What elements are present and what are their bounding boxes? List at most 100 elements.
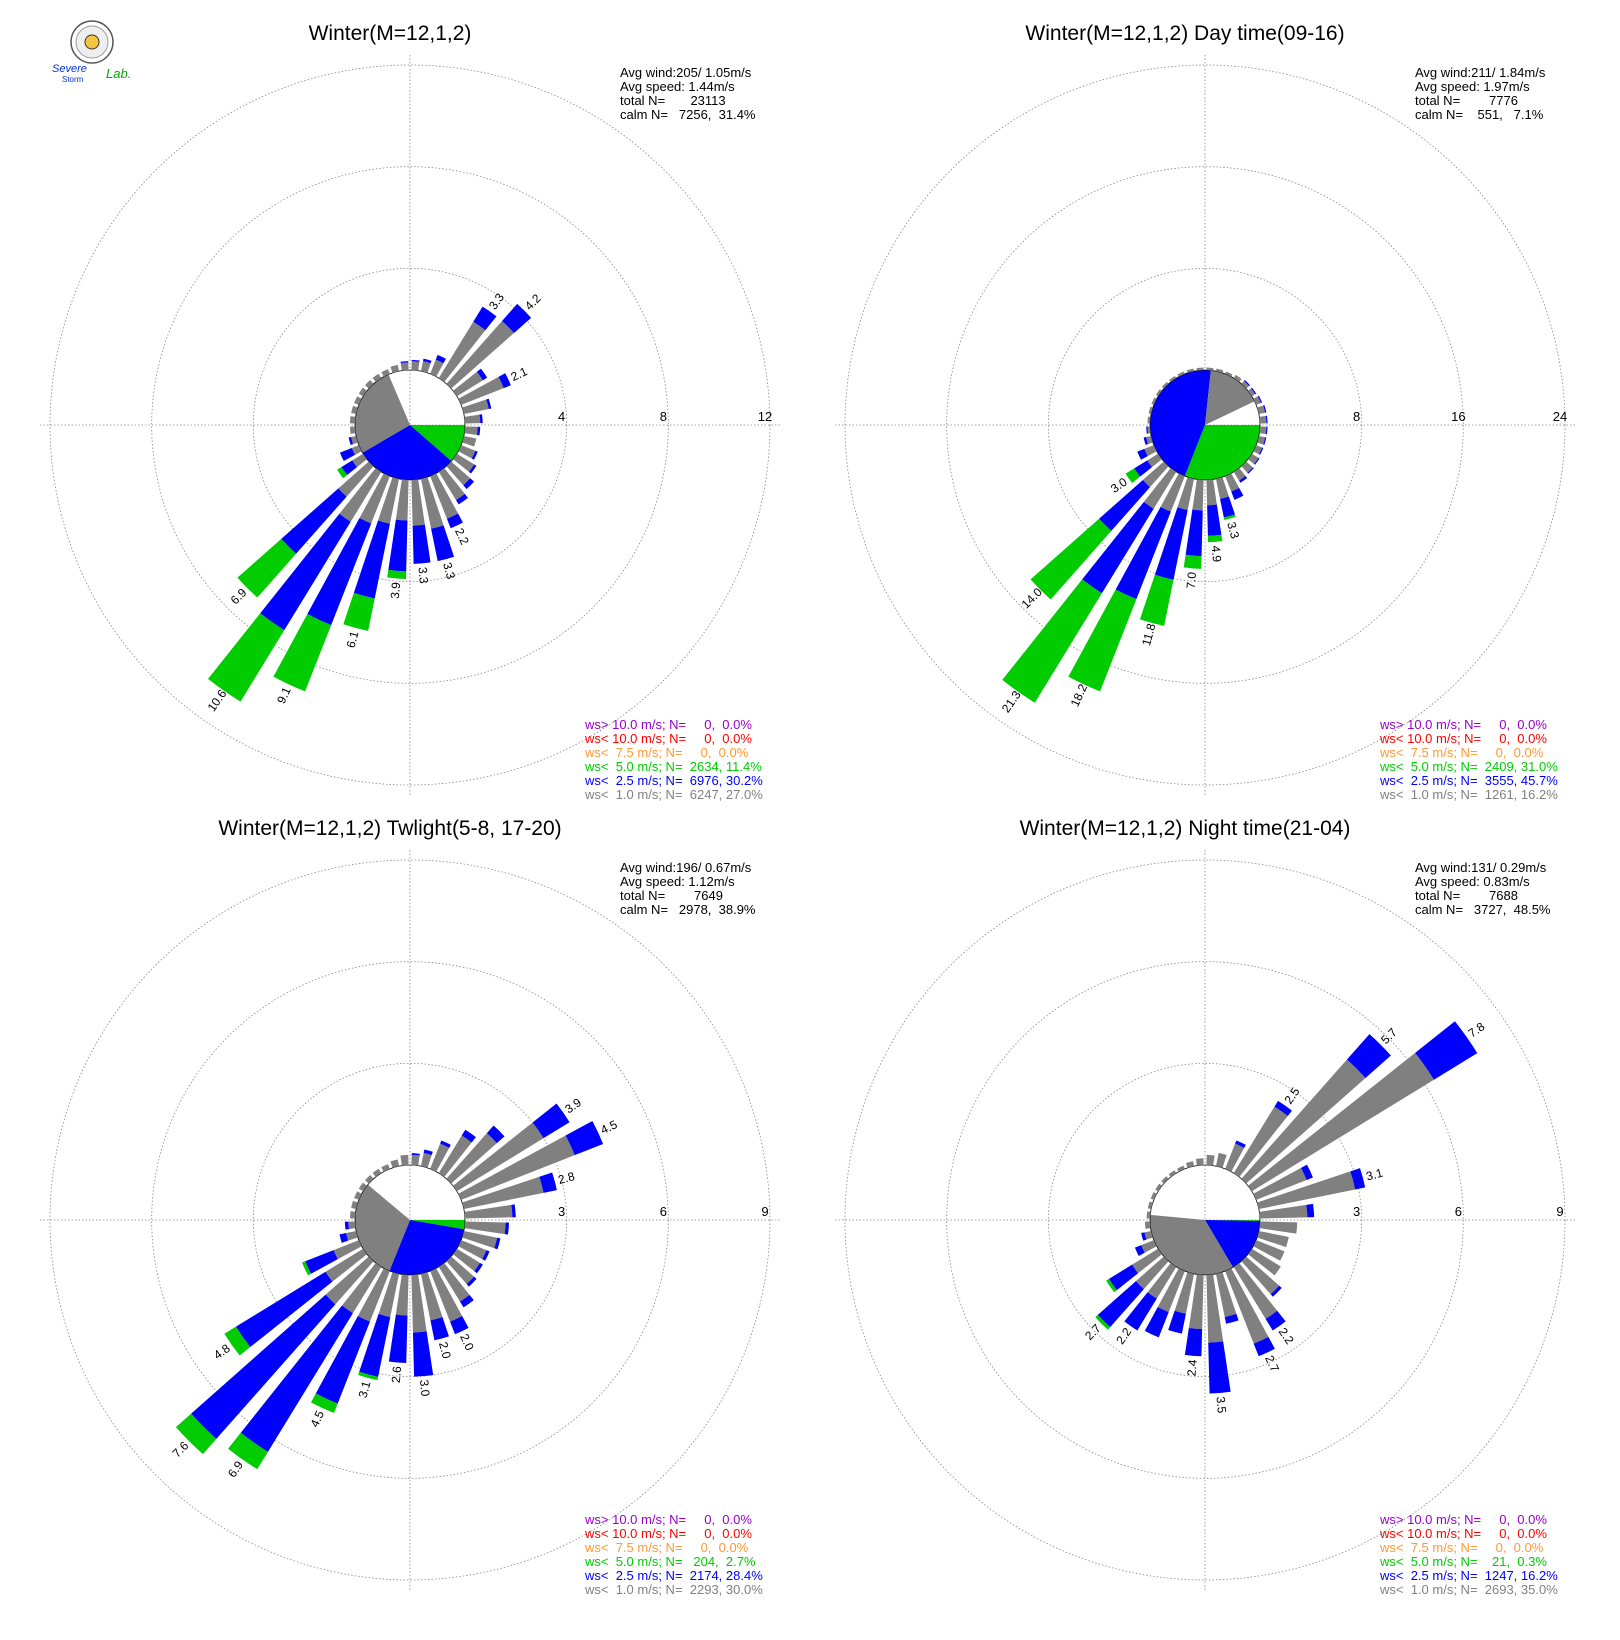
panel-title: Winter(M=12,1,2) [309, 22, 472, 45]
bar-lt25 [388, 1314, 408, 1364]
bar-lt25 [1115, 506, 1171, 600]
bar-lt5 [1095, 1314, 1111, 1330]
bar-lt1 [1206, 367, 1214, 371]
bar-lt1 [453, 1122, 544, 1192]
bar-value-label: 7.8 [1466, 1019, 1488, 1040]
bar-lt1 [351, 1200, 358, 1210]
logo-line1: Severe [52, 63, 87, 75]
bar-lt1 [342, 1263, 382, 1314]
legend-entry: ws< 7.5 m/s; N= 0, 0.0% [584, 1540, 749, 1555]
bar-lt1 [430, 473, 459, 519]
bar-lt25 [411, 1153, 420, 1156]
bar-lt25 [1146, 426, 1149, 434]
bar-lt1 [365, 380, 374, 389]
bar-lt1 [1233, 468, 1246, 481]
bar-lt25 [1141, 1232, 1147, 1241]
bar-value-label: 2.0 [436, 1340, 454, 1360]
bar-lt1 [430, 1268, 463, 1322]
calm-pie-lt1 [1150, 1214, 1233, 1275]
bar-lt5 [1002, 579, 1102, 703]
bar-value-label: 2.7 [1082, 1321, 1104, 1343]
bar-lt25 [446, 513, 463, 529]
bar-lt1 [358, 1182, 367, 1192]
bar-lt1 [1177, 1165, 1185, 1172]
bar-value-label: 2.4 [1184, 1359, 1199, 1377]
bar-lt1 [1248, 453, 1259, 464]
bar-lt1 [1147, 1201, 1153, 1210]
bar-lt1 [395, 479, 409, 521]
bar-value-label: 9.1 [274, 685, 294, 706]
bar-lt1 [1241, 1256, 1280, 1295]
bar-lt1 [411, 1274, 427, 1333]
bar-lt25 [1134, 460, 1153, 477]
grid-ring [49, 859, 771, 1581]
grid-ring [252, 1062, 568, 1378]
bar-lt5 [1030, 518, 1112, 600]
grid-ring [49, 64, 771, 786]
bar-lt25 [191, 1294, 336, 1439]
wind-rose-panel: 8 16 243.34.97.011.818.221.314.03.0Winter(… [835, 22, 1575, 802]
bar-lt1 [1160, 473, 1185, 512]
bar-lt25 [1143, 436, 1149, 445]
bar-lt1 [325, 1256, 374, 1305]
calm-circle [1149, 1164, 1261, 1276]
grid-ring [844, 859, 1566, 1581]
bar-lt5 [224, 1326, 251, 1356]
bar-value-label: 3.9 [388, 581, 403, 599]
legend-entry: ws< 2.5 m/s; N= 1247, 16.2% [1379, 1568, 1558, 1583]
grid-ring [946, 166, 1464, 684]
stats-line: Avg wind:205/ 1.05m/s [620, 65, 752, 80]
bar-value-label: 3.3 [1224, 520, 1242, 540]
bar-value-label: 2.8 [557, 1169, 577, 1187]
bar-lt25 [430, 1317, 449, 1341]
bar-lt1 [1174, 1272, 1195, 1314]
bar-value-label: 2.2 [452, 526, 472, 547]
bar-lt25 [479, 414, 483, 424]
bar-lt1 [1151, 397, 1157, 405]
calm-circle [354, 369, 466, 481]
bar-lt1 [1141, 1240, 1157, 1253]
bar-lt25 [1247, 467, 1254, 474]
wind-rose-panel: 3 6 9 2.5 5.7 7.8 3.1 2.2 2.7 3.5 2.4 2.2 2.7 Winter(… [835, 817, 1575, 1597]
bar-lt1 [354, 1191, 362, 1200]
bar-lt25 [498, 373, 511, 389]
bar-lt25 [235, 1271, 333, 1348]
bar-lt1 [1132, 1248, 1162, 1274]
bar-lt1 [372, 1168, 382, 1177]
bar-lt5 [175, 1413, 217, 1455]
stats-line: total N= 7688 [1415, 888, 1518, 903]
bar-lt1 [420, 477, 444, 529]
bar-value-label: 2.0 [457, 1332, 477, 1353]
bar-value-label: 6.1 [344, 629, 362, 649]
grid-ring [844, 64, 1566, 786]
bar-value-label: 4.5 [307, 1408, 327, 1429]
bar-lt25 [344, 1221, 349, 1230]
stats-line: Avg wind:196/ 0.67m/s [620, 860, 752, 875]
legend-entry: ws< 10.0 m/s; N= 0, 0.0% [1379, 1526, 1547, 1541]
bar-lt25 [1224, 1313, 1239, 1324]
calm-pie-lt5 [410, 425, 465, 462]
ring-label: 12 [758, 409, 772, 424]
bar-lt25 [1263, 405, 1267, 413]
bar-lt25 [476, 426, 481, 436]
bar-lt25 [1346, 1034, 1391, 1079]
bar-lt25 [1184, 1328, 1203, 1357]
bar-lt25 [1208, 1341, 1231, 1394]
legend-entry: ws< 2.5 m/s; N= 3555, 45.7% [1379, 773, 1558, 788]
bar-lt1 [430, 359, 444, 377]
logo-line2: Storm [62, 75, 84, 84]
bar-value-label: 4.5 [598, 1117, 619, 1137]
bar-value-label: 2.2 [1276, 1325, 1297, 1347]
logo-line3: Lab. [106, 66, 131, 81]
legend-entry: ws< 5.0 m/s; N= 21, 0.3% [1379, 1554, 1547, 1569]
stats-line: calm N= 2978, 38.9% [620, 902, 756, 917]
bar-lt1 [352, 453, 367, 468]
stats-line: Avg speed: 0.83m/s [1415, 874, 1530, 889]
bar-lt25 [412, 1331, 434, 1377]
legend-entry: ws< 1.0 m/s; N= 6247, 27.0% [584, 787, 763, 802]
bar-lt5 [343, 592, 375, 631]
bar-lt5 [237, 538, 297, 598]
bar-lt1 [346, 1230, 358, 1241]
stats-line: calm N= 551, 7.1% [1415, 107, 1544, 122]
bar-lt25 [422, 358, 432, 364]
